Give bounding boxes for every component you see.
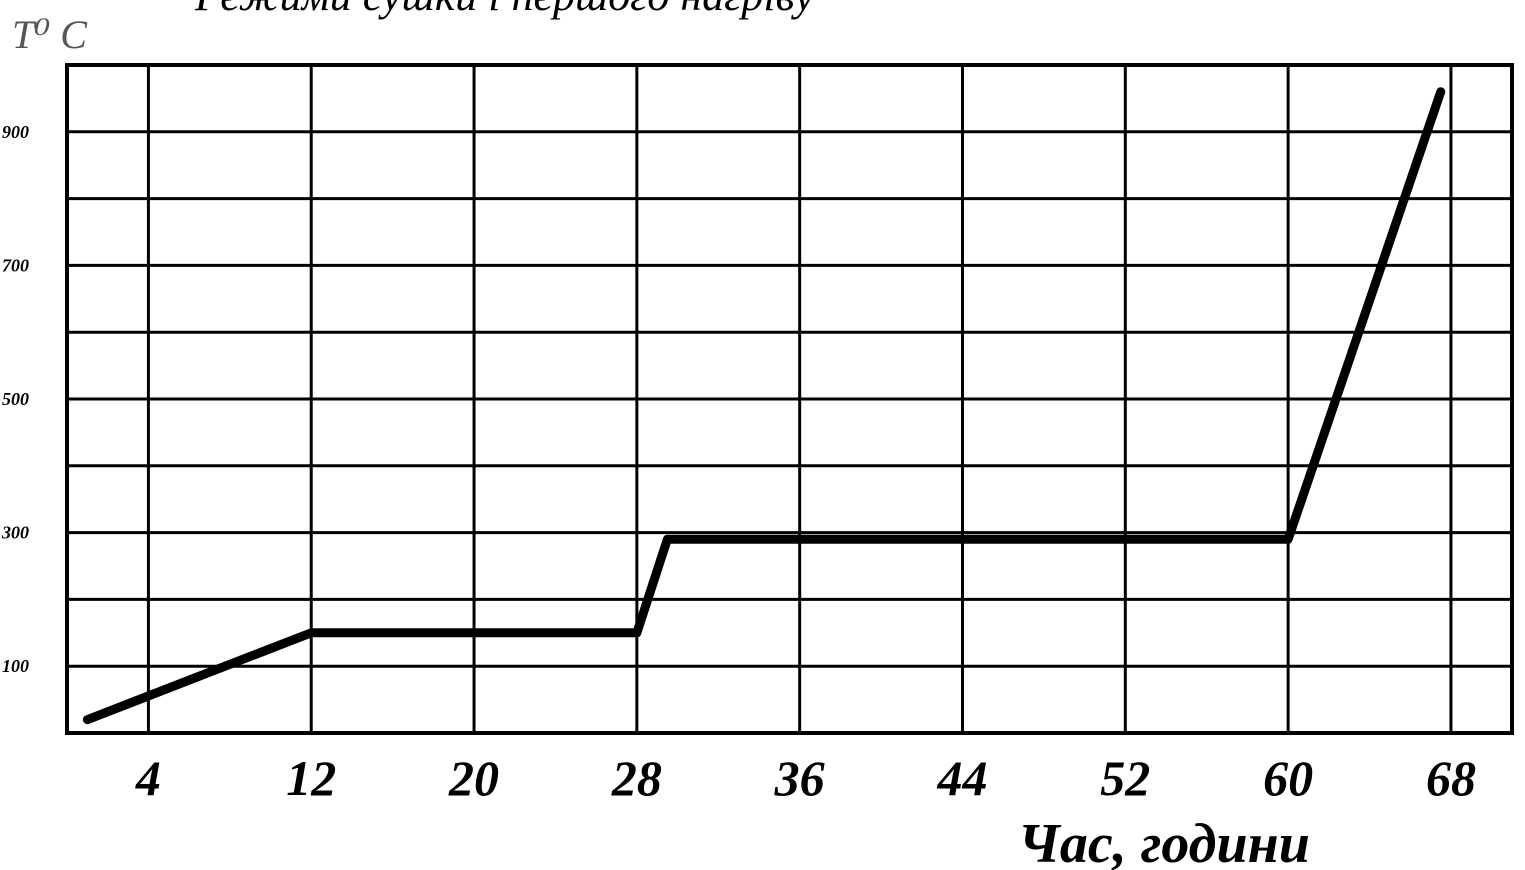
y-tick-label: 700 xyxy=(2,255,29,275)
y-tick-label: 100 xyxy=(2,656,29,676)
x-tick-label: 4 xyxy=(135,750,161,806)
y-axis-label: T⁰ C xyxy=(12,12,88,57)
y-tick-label: 500 xyxy=(2,389,29,409)
y-tick-label: 900 xyxy=(2,122,29,142)
x-tick-label: 28 xyxy=(611,750,662,806)
x-tick-label: 36 xyxy=(774,750,825,806)
series-layer xyxy=(82,87,1446,725)
x-tick-label: 60 xyxy=(1263,750,1313,806)
x-tick-label: 20 xyxy=(448,750,499,806)
chart-title: Режими сушки і першого нагріву xyxy=(194,0,815,20)
x-axis-label: Час, години xyxy=(1018,813,1310,870)
plot-frame xyxy=(65,63,1514,735)
x-tick-label: 68 xyxy=(1426,750,1476,806)
x-tick-label: 44 xyxy=(936,750,987,806)
x-tick-labels: 4 12 20 28 36 44 52 60 68 xyxy=(135,750,1476,806)
grid-horizontal-lines xyxy=(67,130,1512,668)
series-line xyxy=(82,87,1446,725)
x-tick-label: 12 xyxy=(286,750,336,806)
x-tick-label: 52 xyxy=(1100,750,1150,806)
y-tick-labels: 900 700 500 300 100 xyxy=(1,122,29,676)
y-tick-label: 300 xyxy=(1,523,29,543)
